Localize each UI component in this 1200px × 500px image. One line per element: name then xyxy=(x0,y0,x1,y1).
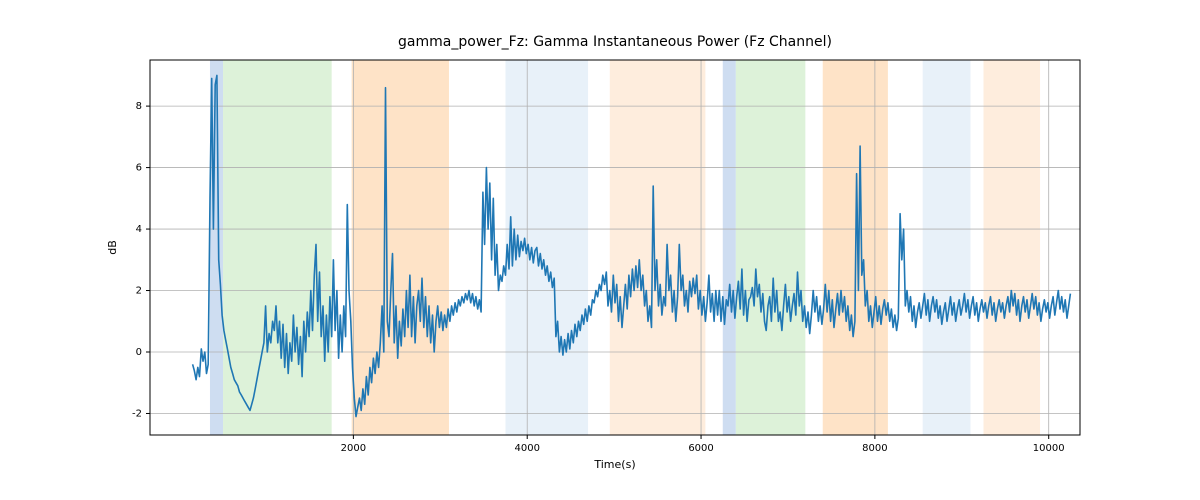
y-tick-label: -2 xyxy=(132,408,142,419)
y-tick-label: 8 xyxy=(136,101,142,112)
chart-title: gamma_power_Fz: Gamma Instantaneous Powe… xyxy=(398,34,832,50)
chart-svg: 2000 4000 6000 8000 10000 -2 0 2 4 6 8 Time(s) dB… xyxy=(0,0,1200,500)
x-tick-label: 10000 xyxy=(1033,443,1065,454)
y-tick-label: 4 xyxy=(136,224,142,235)
span-region xyxy=(736,60,806,435)
x-axis-ticks: 2000 4000 6000 8000 10000 xyxy=(341,435,1065,454)
span-region xyxy=(723,60,736,435)
x-axis-label: Time(s) xyxy=(593,458,635,471)
y-tick-label: 2 xyxy=(136,286,142,297)
y-tick-label: 6 xyxy=(136,163,142,174)
y-axis-ticks: -2 0 2 4 6 8 xyxy=(132,101,150,419)
y-axis-label: dB xyxy=(106,240,119,255)
x-tick-label: 8000 xyxy=(862,443,887,454)
y-tick-label: 0 xyxy=(136,347,142,358)
span-region xyxy=(984,60,1040,435)
span-region xyxy=(923,60,971,435)
x-tick-label: 4000 xyxy=(514,443,539,454)
x-tick-label: 6000 xyxy=(688,443,713,454)
span-region xyxy=(610,60,706,435)
x-tick-label: 2000 xyxy=(341,443,366,454)
chart-container: 2000 4000 6000 8000 10000 -2 0 2 4 6 8 Time(s) dB… xyxy=(0,0,1200,500)
